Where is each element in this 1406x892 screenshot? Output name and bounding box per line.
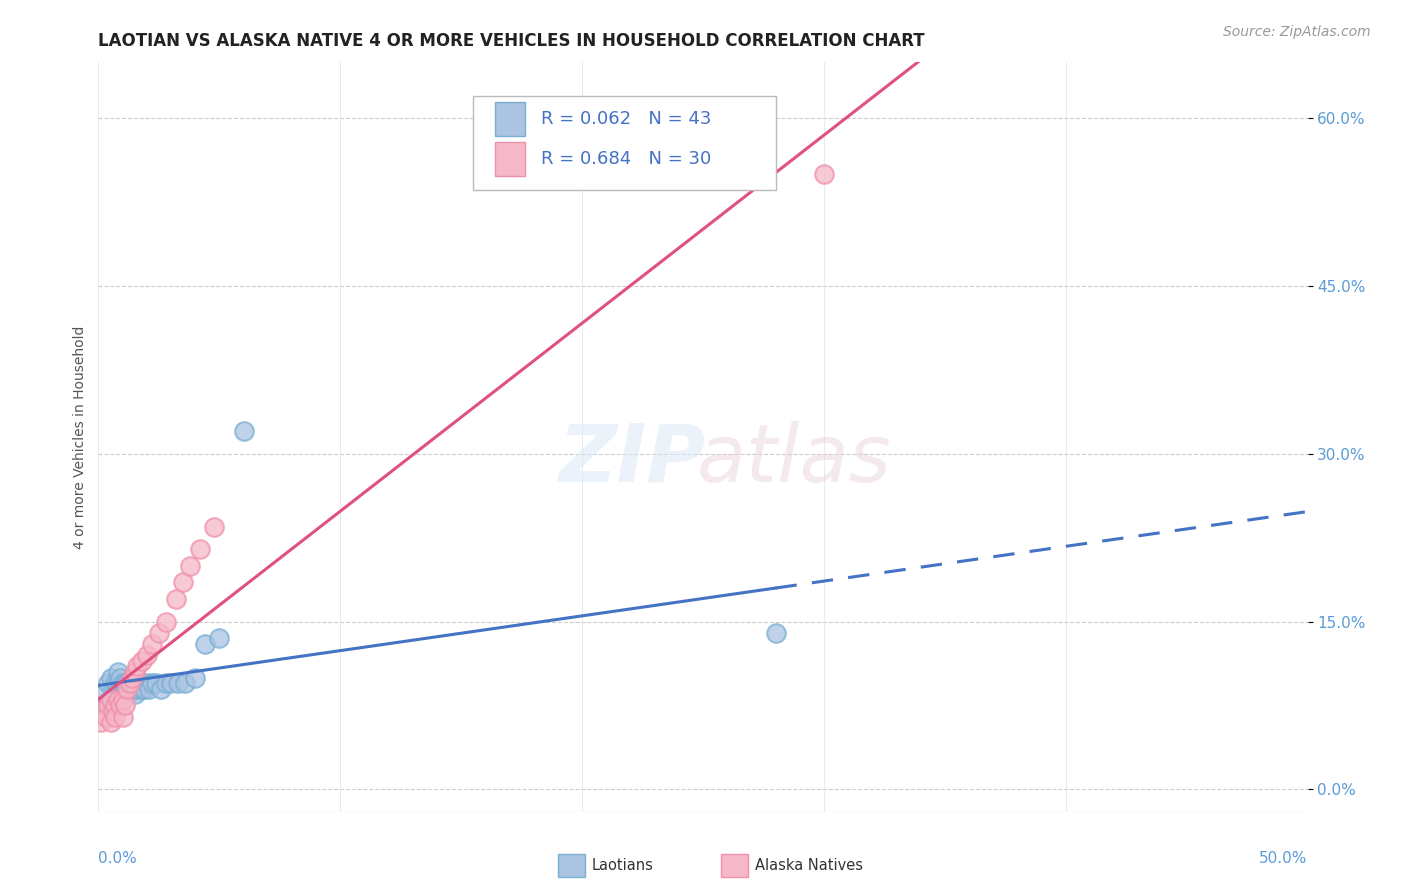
Point	[165, 592, 187, 607]
Point	[111, 709, 134, 723]
Point	[107, 665, 129, 679]
FancyBboxPatch shape	[558, 855, 585, 877]
Point	[174, 676, 197, 690]
Text: 50.0%: 50.0%	[1260, 851, 1308, 865]
Point	[134, 681, 156, 696]
Point	[127, 676, 149, 690]
Point	[100, 693, 122, 707]
Point	[141, 637, 163, 651]
Y-axis label: 4 or more Vehicles in Household: 4 or more Vehicles in Household	[73, 326, 87, 549]
Point	[91, 704, 114, 718]
Point	[232, 425, 254, 439]
Point	[131, 654, 153, 668]
Point	[107, 693, 129, 707]
Point	[765, 625, 787, 640]
Point	[138, 681, 160, 696]
Point	[100, 671, 122, 685]
Point	[145, 676, 167, 690]
Point	[101, 681, 124, 696]
FancyBboxPatch shape	[495, 103, 526, 136]
Text: Source: ZipAtlas.com: Source: ZipAtlas.com	[1223, 25, 1371, 39]
Point	[124, 687, 146, 701]
Point	[128, 676, 150, 690]
Point	[121, 676, 143, 690]
Point	[155, 615, 177, 629]
Point	[94, 709, 117, 723]
Point	[114, 676, 136, 690]
Point	[118, 676, 141, 690]
Point	[97, 676, 120, 690]
Text: Laotians: Laotians	[592, 858, 654, 873]
Point	[150, 681, 173, 696]
Point	[104, 687, 127, 701]
Point	[107, 676, 129, 690]
Point	[97, 698, 120, 713]
Point	[117, 681, 139, 696]
Point	[104, 676, 127, 690]
Point	[114, 698, 136, 713]
Text: ZIP: ZIP	[558, 420, 706, 499]
Point	[100, 715, 122, 730]
Point	[94, 698, 117, 713]
Point	[111, 676, 134, 690]
FancyBboxPatch shape	[495, 142, 526, 176]
Point	[118, 676, 141, 690]
FancyBboxPatch shape	[474, 96, 776, 190]
Point	[108, 681, 131, 696]
Point	[148, 625, 170, 640]
Point	[91, 687, 114, 701]
Point	[100, 693, 122, 707]
Point	[104, 698, 127, 713]
Point	[184, 671, 207, 685]
Text: LAOTIAN VS ALASKA NATIVE 4 OR MORE VEHICLES IN HOUSEHOLD CORRELATION CHART: LAOTIAN VS ALASKA NATIVE 4 OR MORE VEHIC…	[98, 32, 925, 50]
Point	[204, 519, 226, 533]
Point	[208, 632, 231, 646]
Point	[104, 709, 127, 723]
Point	[108, 698, 131, 713]
Point	[101, 704, 124, 718]
Point	[90, 715, 112, 730]
Point	[131, 681, 153, 696]
Text: 0.0%: 0.0%	[98, 851, 138, 865]
Point	[135, 676, 157, 690]
Point	[194, 637, 217, 651]
Point	[118, 681, 141, 696]
Point	[117, 687, 139, 701]
Point	[188, 541, 211, 556]
Point	[114, 681, 136, 696]
Point	[117, 676, 139, 690]
Text: R = 0.062   N = 43: R = 0.062 N = 43	[541, 111, 711, 128]
Point	[124, 665, 146, 679]
Point	[141, 676, 163, 690]
Point	[160, 676, 183, 690]
Point	[108, 671, 131, 685]
Point	[111, 693, 134, 707]
Text: Alaska Natives: Alaska Natives	[755, 858, 863, 873]
Point	[155, 676, 177, 690]
Point	[111, 687, 134, 701]
Point	[121, 671, 143, 685]
Point	[813, 167, 835, 181]
Point	[135, 648, 157, 662]
Point	[121, 681, 143, 696]
Point	[179, 558, 201, 573]
Point	[167, 676, 190, 690]
Text: R = 0.684   N = 30: R = 0.684 N = 30	[541, 150, 711, 168]
Point	[124, 681, 146, 696]
Text: atlas: atlas	[697, 420, 891, 499]
Point	[127, 659, 149, 673]
FancyBboxPatch shape	[721, 855, 748, 877]
Point	[172, 575, 194, 590]
Point	[127, 681, 149, 696]
